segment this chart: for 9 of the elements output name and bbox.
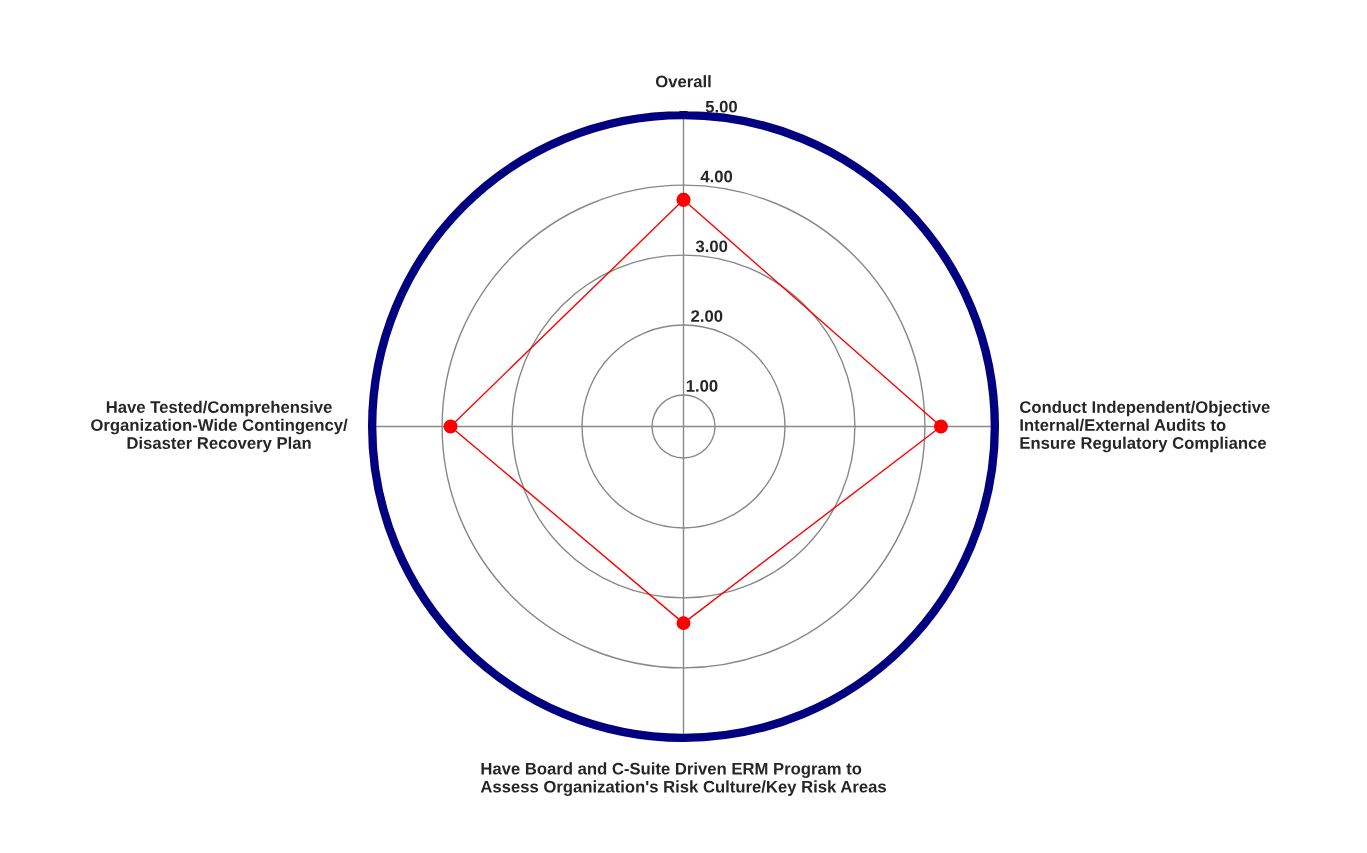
- spoke-label: Have Board and C-Suite Driven ERM Program to Assess Organization's Risk Culture/Key Risk Areas: [480, 762, 886, 796]
- spoke-label: Have Tested/Comprehensive Organization-Wide Contingency/ Disaster Recovery Plan: [91, 400, 348, 453]
- spoke-label: Overall: [655, 75, 711, 88]
- y-tick-label: 3.00: [695, 240, 728, 253]
- spoke-label: Conduct Independent/Objective Internal/External Audits to Ensure Regulatory Compliance: [1020, 400, 1270, 453]
- y-tick-label: 1.00: [686, 380, 718, 392]
- y-tick-label: 2.00: [691, 310, 723, 322]
- y-tick-label: 4.00: [700, 170, 733, 183]
- y-tick-label: 5.00: [705, 100, 737, 113]
